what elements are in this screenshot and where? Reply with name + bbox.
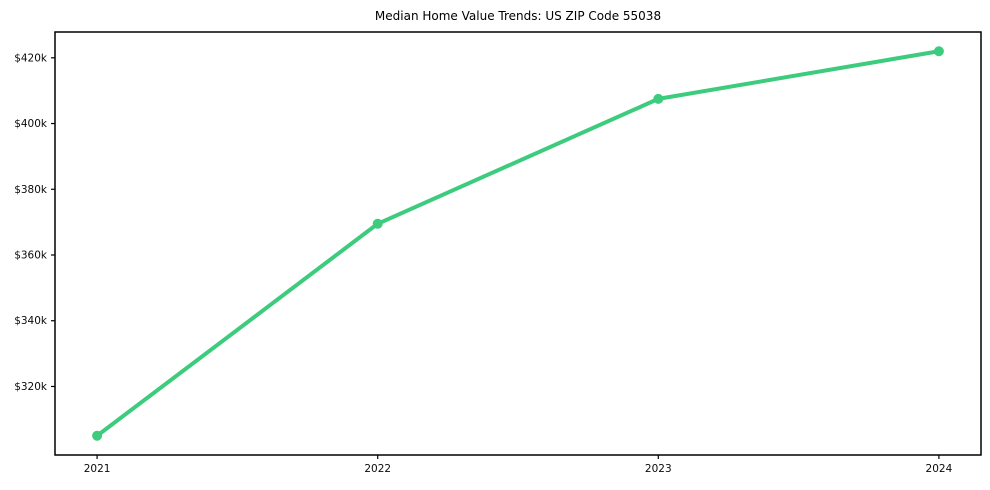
y-tick-label: $380k: [14, 184, 48, 196]
plot-border: [54, 31, 982, 456]
data-point-2023: [653, 93, 664, 104]
chart-title: Median Home Value Trends: US ZIP Code 55…: [374, 9, 662, 23]
y-tick-label: $420k: [14, 52, 48, 64]
y-tick-label: $340k: [14, 315, 48, 327]
data-point-2024: [933, 46, 944, 57]
x-tick-label: 2022: [364, 463, 391, 475]
data-point-2022: [372, 218, 383, 229]
x-tick-label: 2021: [84, 463, 111, 475]
y-tick-label: $320k: [14, 381, 48, 393]
y-tick-label: $400k: [14, 118, 48, 130]
x-tick-label: 2024: [926, 463, 953, 475]
x-tick-label: 2023: [645, 463, 672, 475]
y-tick-label: $360k: [14, 250, 48, 262]
trend-line: [95, 49, 941, 438]
data-point-2021: [92, 430, 103, 441]
